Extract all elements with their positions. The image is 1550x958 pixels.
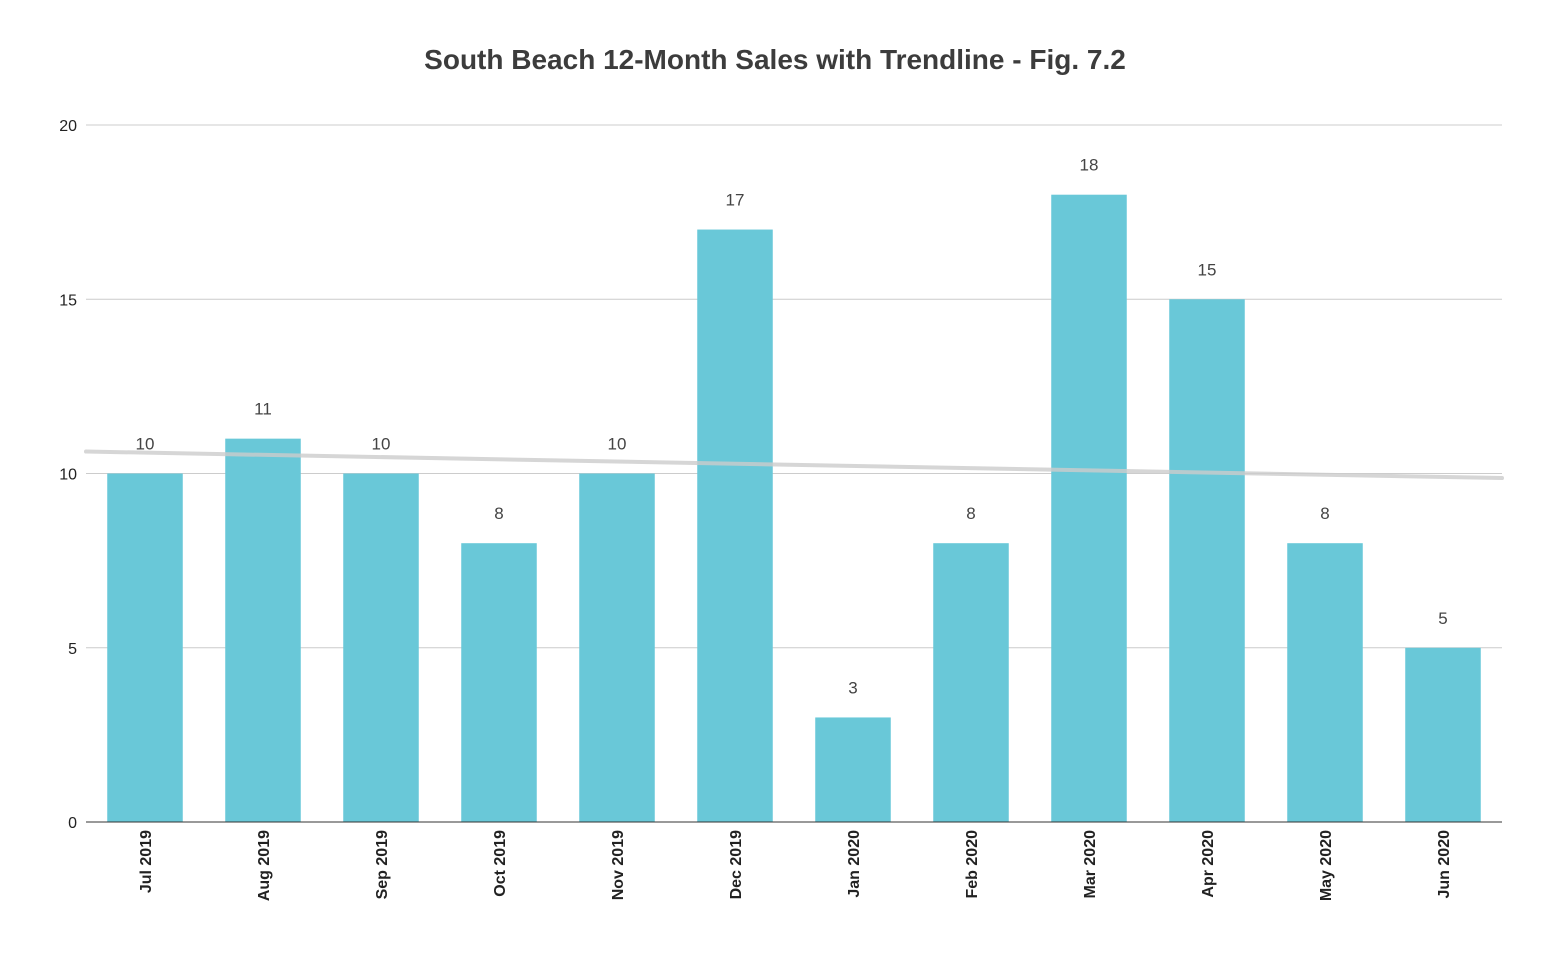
y-tick-label: 0 <box>68 815 77 832</box>
bar <box>697 229 773 823</box>
data-label: 5 <box>1438 609 1447 628</box>
bar <box>579 473 655 822</box>
x-tick-label: Nov 2019 <box>610 830 627 900</box>
data-labels: 10 11 10 8 10 17 3 8 18 15 8 5 <box>136 156 1448 698</box>
data-label: 8 <box>1320 504 1329 523</box>
bar <box>107 473 183 822</box>
data-label: 11 <box>254 400 272 419</box>
y-tick-label: 10 <box>59 467 77 484</box>
data-label: 3 <box>848 678 857 697</box>
bar <box>1169 299 1245 822</box>
data-label: 10 <box>372 435 391 454</box>
y-tick-label: 20 <box>59 118 77 135</box>
bar <box>343 473 419 822</box>
x-tick-label: Jul 2019 <box>138 830 155 893</box>
x-tick-label: Apr 2020 <box>1200 830 1217 898</box>
y-axis-ticks: 0 5 10 15 20 <box>59 118 77 832</box>
chart-title: South Beach 12-Month Sales with Trendlin… <box>424 44 1126 75</box>
x-tick-label: Jun 2020 <box>1436 830 1453 899</box>
bar <box>933 543 1009 822</box>
y-tick-label: 5 <box>68 641 77 658</box>
x-tick-label: Feb 2020 <box>964 830 981 899</box>
x-tick-label: Oct 2019 <box>492 830 509 897</box>
bar <box>1405 647 1481 822</box>
bar <box>815 717 891 822</box>
data-label: 8 <box>966 504 975 523</box>
data-label: 10 <box>136 435 155 454</box>
trendline-layer <box>84 449 1504 481</box>
gridlines <box>86 124 1502 649</box>
data-label: 15 <box>1198 260 1217 279</box>
x-tick-label: May 2020 <box>1318 830 1335 901</box>
bar <box>461 543 537 822</box>
y-tick-label: 15 <box>59 292 77 309</box>
x-tick-label: Sep 2019 <box>374 830 391 899</box>
bar <box>1051 194 1127 822</box>
data-label: 18 <box>1080 156 1099 175</box>
data-label: 8 <box>494 504 503 523</box>
bar <box>225 438 301 822</box>
x-tick-label: Aug 2019 <box>256 830 273 901</box>
x-tick-label: Mar 2020 <box>1082 830 1099 899</box>
trendline <box>84 449 1504 481</box>
x-tick-label: Dec 2019 <box>728 830 745 899</box>
bars <box>107 194 1481 823</box>
x-tick-label: Jan 2020 <box>846 830 863 898</box>
data-label: 17 <box>726 191 745 210</box>
bar <box>1287 543 1363 822</box>
data-label: 10 <box>608 435 627 454</box>
x-axis-ticks: Jul 2019 Aug 2019 Sep 2019 Oct 2019 Nov 2019… <box>138 830 1453 901</box>
